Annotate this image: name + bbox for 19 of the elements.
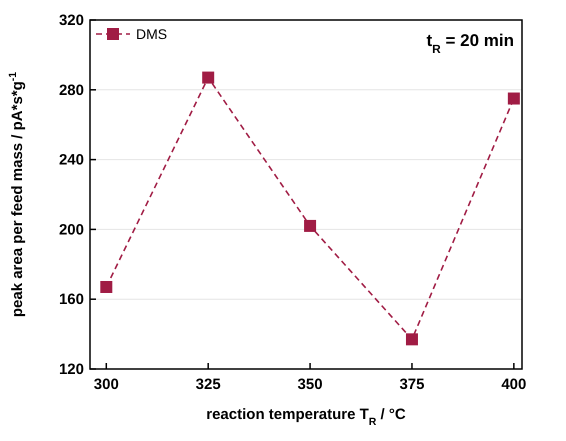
point — [100, 280, 112, 293]
annotation: t$_{R}$ = 20 min — [426, 31, 514, 56]
y-tick-label: 320 — [58, 12, 84, 29]
y-tick-label: 120 — [58, 361, 84, 378]
x-axis-title: reaction temperature T$_{R}$ / °C — [206, 406, 406, 428]
y-tick-label: 160 — [58, 291, 84, 308]
x-tick-label: 300 — [94, 376, 119, 393]
y-tick-label: 240 — [58, 152, 84, 169]
point — [406, 333, 418, 346]
x-tick-label: 350 — [298, 376, 323, 393]
y-tick-label: 200 — [58, 221, 84, 238]
x-tick-label: 325 — [196, 376, 221, 393]
point — [202, 72, 214, 84]
point — [508, 92, 520, 105]
x-tick-label: 375 — [399, 376, 424, 393]
x-tick-label: 400 — [501, 376, 526, 393]
point — [304, 220, 316, 232]
legend-label: DMS — [136, 26, 168, 42]
y-tick-label: 280 — [58, 82, 84, 99]
